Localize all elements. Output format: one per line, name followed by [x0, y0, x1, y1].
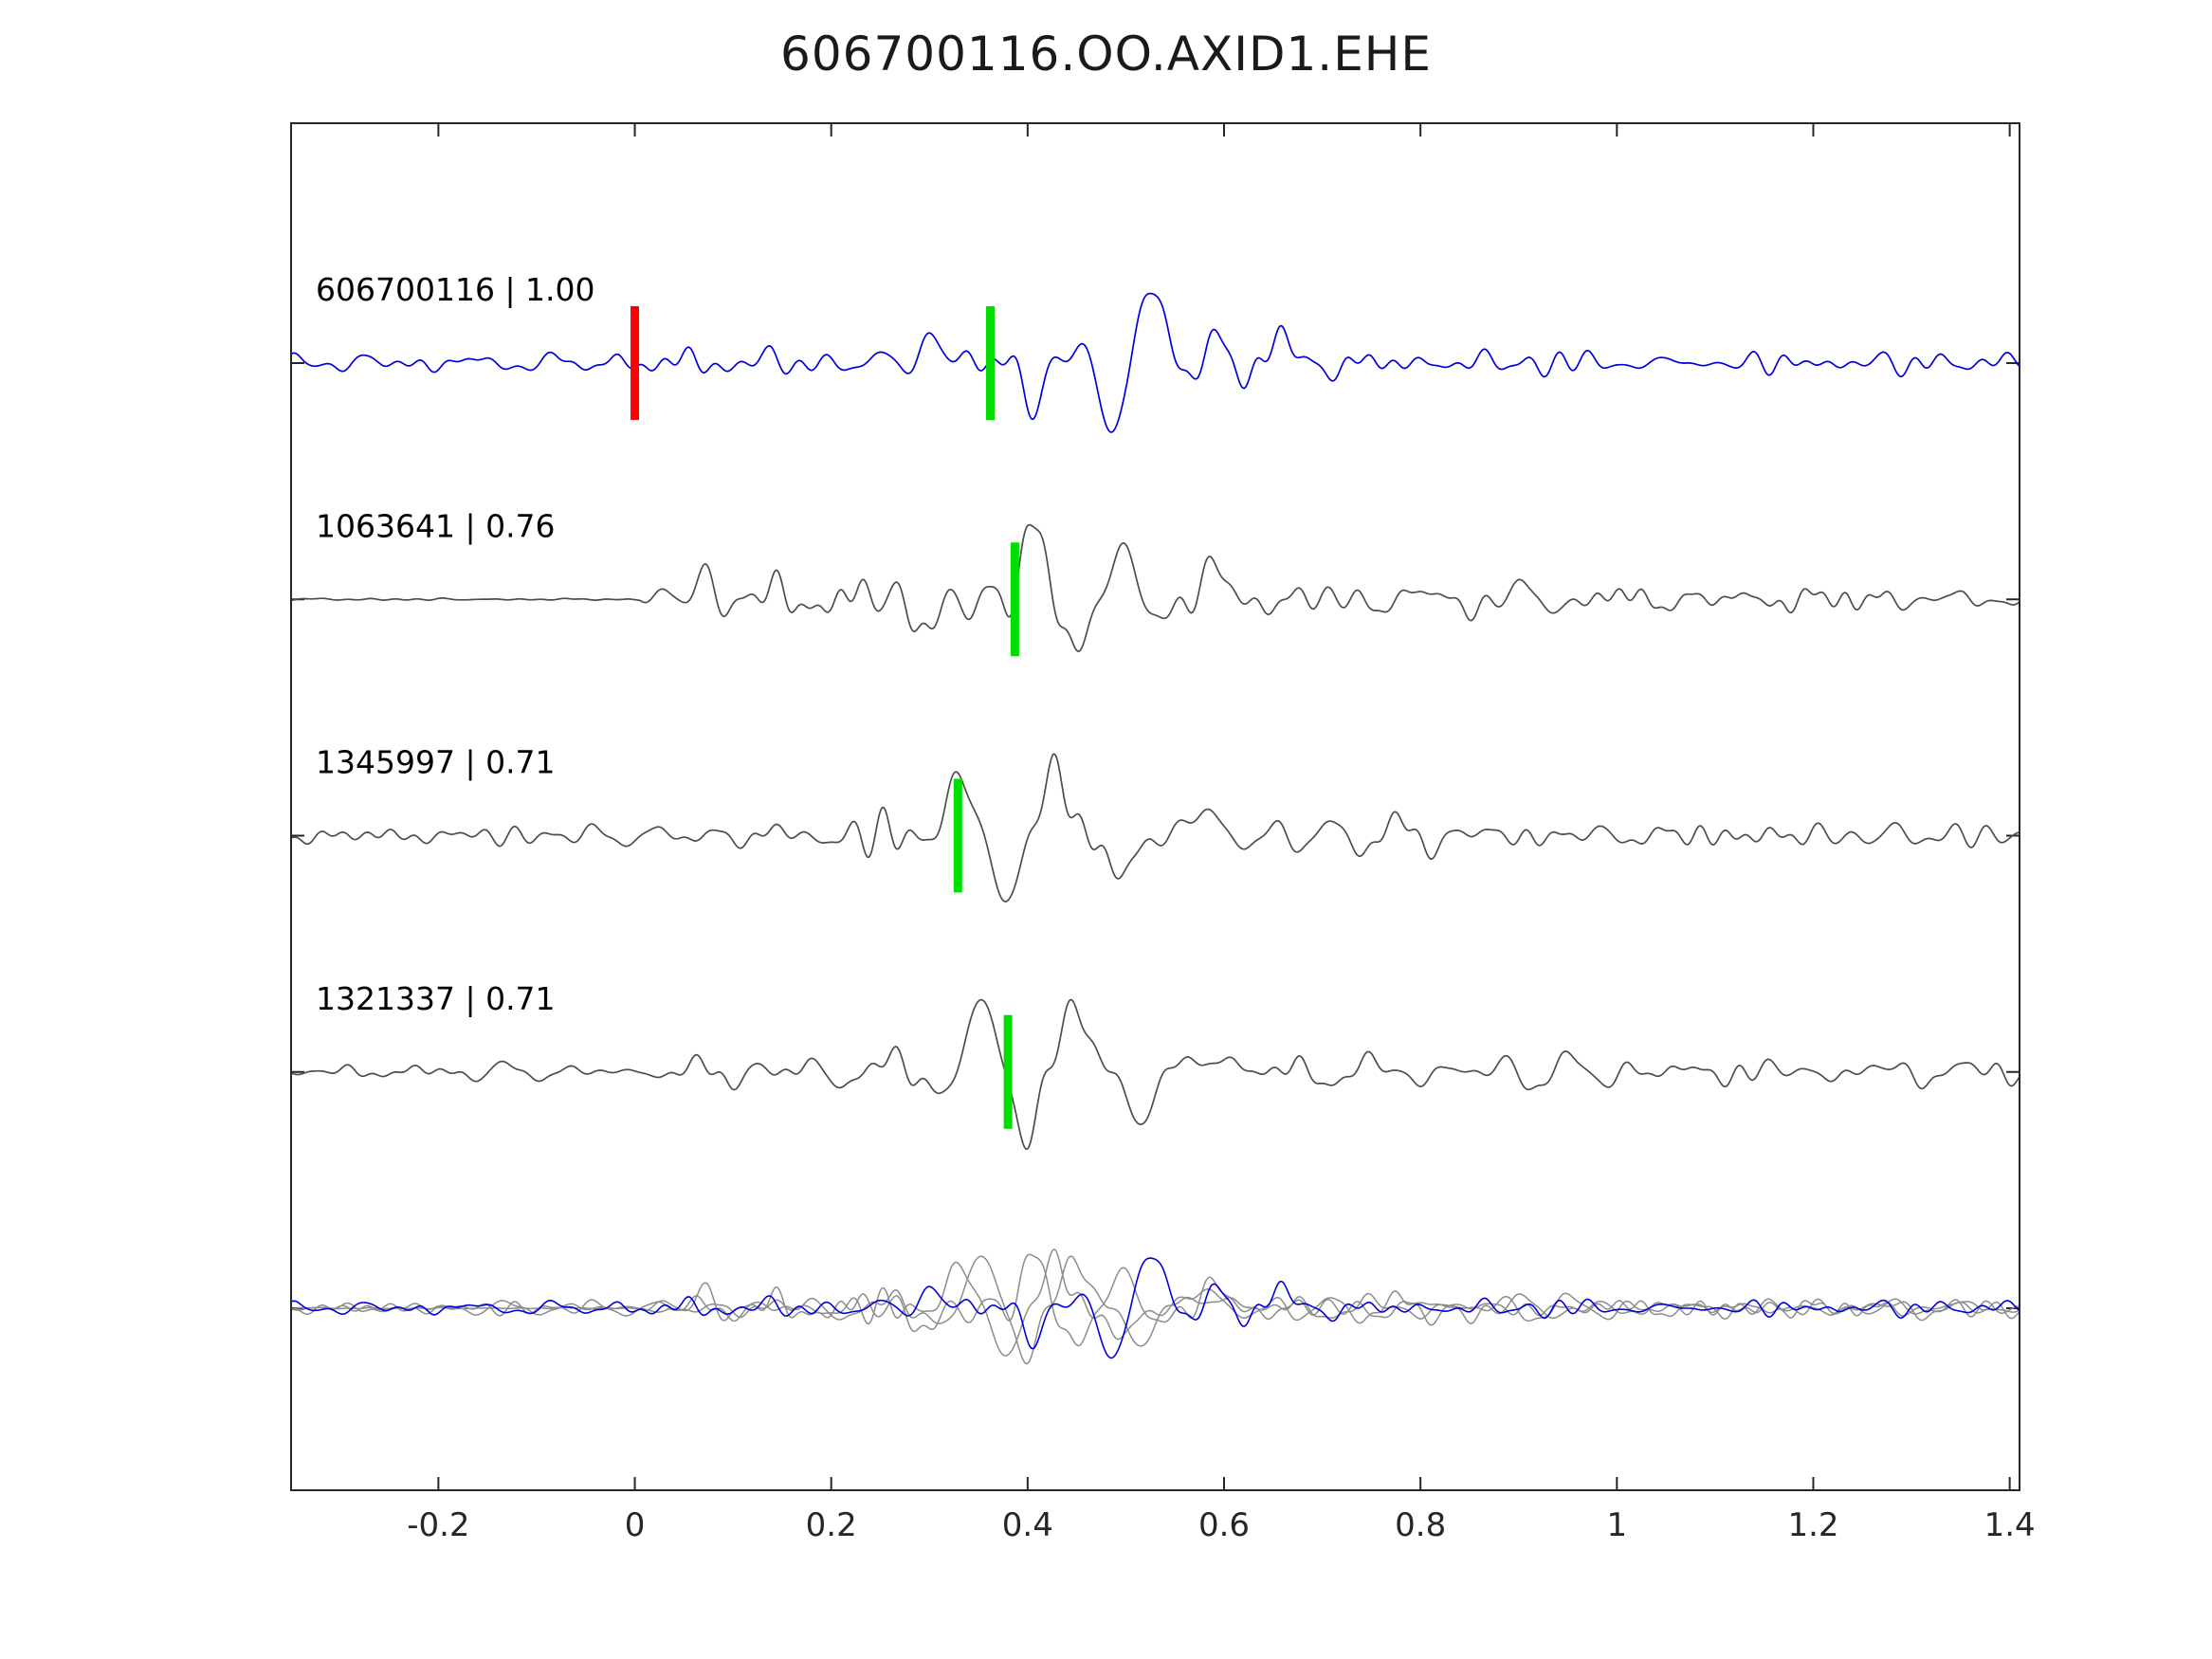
trace-label: 1345997 | 0.71: [316, 744, 556, 781]
x-tick-label: -0.2: [407, 1506, 469, 1544]
x-tick-label: 0.8: [1395, 1506, 1446, 1544]
x-tick-label: 1.4: [1984, 1506, 2036, 1544]
x-tick-label: 1: [1607, 1506, 1628, 1544]
x-tick-label: 0.4: [1002, 1506, 1053, 1544]
overlay-trace-line: [292, 1255, 2019, 1365]
x-tick-label: 1.2: [1787, 1506, 1838, 1544]
trace-label: 1321337 | 0.71: [316, 980, 556, 1017]
overlay-reference-line: [292, 1257, 2019, 1359]
x-tick-label: 0: [625, 1506, 646, 1544]
x-tick-label: 0.2: [806, 1506, 857, 1544]
trace-line: [292, 523, 2019, 652]
trace-label: 606700116 | 1.00: [316, 271, 595, 308]
trace-label: 1063641 | 0.76: [316, 507, 556, 544]
overlay-trace-line: [292, 1249, 2019, 1357]
x-tick-label: 0.6: [1198, 1506, 1250, 1544]
trace-line: [292, 753, 2019, 902]
trace-line: [292, 998, 2019, 1151]
axes-border: [290, 122, 2020, 1491]
chart-title: 606700116.OO.AXID1.EHE: [780, 27, 1432, 82]
reference-trace-line: [292, 292, 2019, 433]
